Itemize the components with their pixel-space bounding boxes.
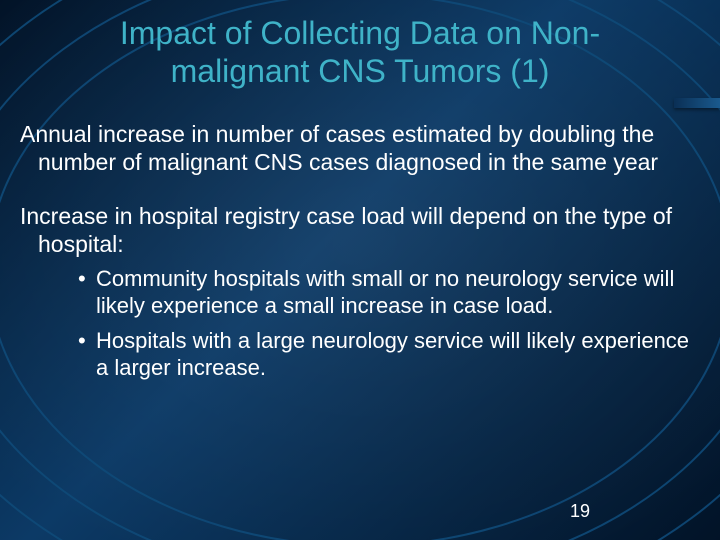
bullet-item: Hospitals with a large neurology service… <box>78 328 692 382</box>
slide-body: Annual increase in number of cases estim… <box>20 120 692 390</box>
bullet-item: Community hospitals with small or no neu… <box>78 266 692 320</box>
paragraph-1: Annual increase in number of cases estim… <box>20 120 692 176</box>
slide-title: Impact of Collecting Data on Non-maligna… <box>0 14 720 91</box>
bullet-list: Community hospitals with small or no neu… <box>20 266 692 381</box>
page-number: 19 <box>570 501 590 522</box>
slide: Impact of Collecting Data on Non-maligna… <box>0 0 720 540</box>
accent-bar <box>674 98 720 108</box>
paragraph-2: Increase in hospital registry case load … <box>20 202 692 258</box>
